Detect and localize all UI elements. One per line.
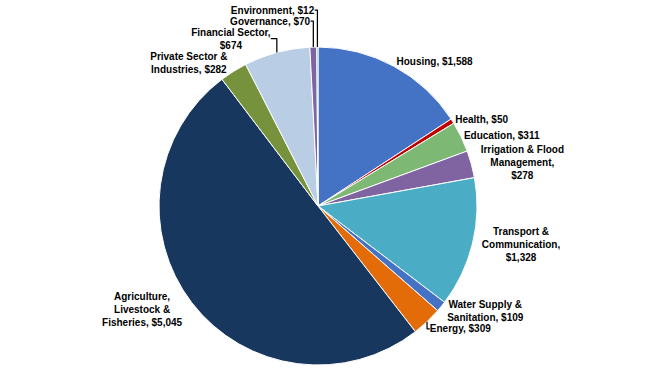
svg-text:Transport &Communication,$1,32: Transport &Communication,$1,328 — [482, 226, 561, 263]
svg-text:Governance, $70: Governance, $70 — [230, 16, 310, 27]
svg-text:Environment, $12: Environment, $12 — [231, 5, 315, 16]
svg-text:Financial Sector,$674: Financial Sector,$674 — [191, 27, 271, 51]
svg-text:Water Supply &Sanitation, $109: Water Supply &Sanitation, $109 — [447, 299, 524, 323]
svg-text:Education, $311: Education, $311 — [464, 130, 540, 141]
svg-text:Energy, $309: Energy, $309 — [430, 323, 491, 334]
svg-text:Agriculture,Livestock &Fisheri: Agriculture,Livestock &Fisheries, $5,045 — [102, 291, 182, 328]
svg-text:Private Sector &Industries, $2: Private Sector &Industries, $282 — [150, 51, 227, 75]
svg-text:Housing, $1,588: Housing, $1,588 — [396, 56, 473, 67]
svg-text:Health, $50: Health, $50 — [455, 114, 508, 125]
svg-text:Irrigation & FloodManagement,$: Irrigation & FloodManagement,$278 — [481, 144, 564, 181]
